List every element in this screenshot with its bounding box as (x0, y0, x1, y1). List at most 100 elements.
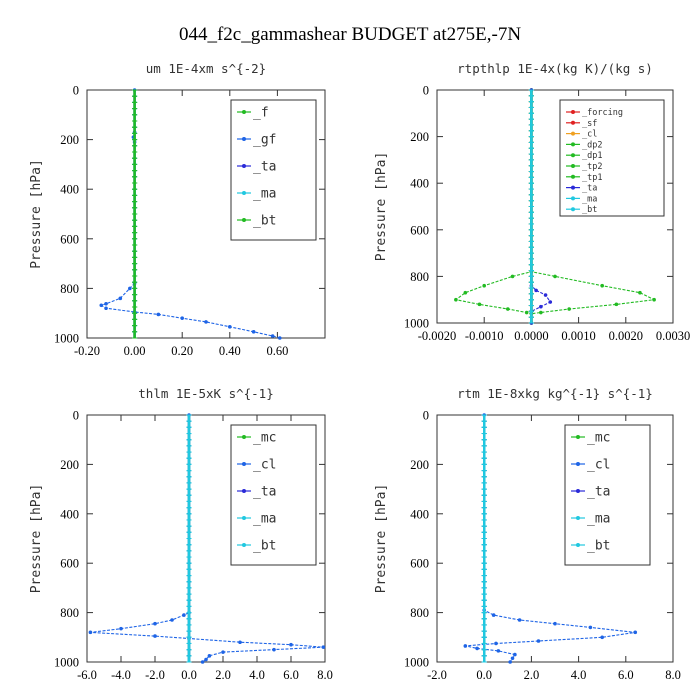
panel-title: um 1E-4xm s^{-2} (146, 61, 266, 76)
x-tick-label: 4.0 (571, 668, 587, 682)
data-point (272, 647, 276, 652)
legend-item-ma: _ma (566, 194, 597, 204)
data-point (534, 288, 538, 293)
data-point (321, 645, 326, 649)
data-point (567, 307, 571, 311)
data-point (204, 657, 208, 662)
data-point (510, 274, 515, 279)
data-point (506, 307, 510, 311)
x-tick-label: 6.0 (283, 668, 299, 682)
y-tick-label: 400 (60, 183, 79, 197)
legend-label: _forcing (582, 108, 623, 118)
legend-marker (242, 137, 246, 141)
series-bt (132, 89, 138, 339)
y-tick-label: 800 (410, 270, 429, 284)
y-tick-label: 400 (410, 507, 429, 521)
chart-panel-2: rtpthlp 1E-4x(kg K)/(kg s) Pressure [hPa]… (374, 61, 690, 343)
legend-label: _bt (253, 539, 276, 554)
data-point (600, 635, 604, 640)
data-point (600, 283, 604, 288)
data-point (153, 634, 157, 638)
data-point (539, 304, 543, 309)
legend-item-ma: _ma (237, 187, 276, 202)
data-point (539, 310, 543, 315)
data-point (228, 325, 232, 329)
x-tick-label: 0.0010 (561, 329, 595, 343)
legend-item-ta: _ta (571, 485, 610, 500)
y-axis-label: Pressure [hPa] (374, 152, 389, 262)
series-bt (528, 89, 534, 324)
plot-frame (86, 89, 326, 339)
y-tick-label: 1000 (404, 317, 429, 331)
y-tick-label: 1000 (404, 656, 429, 670)
y-tick-label: 1000 (54, 332, 79, 346)
legend-label: _cl (582, 130, 597, 140)
legend-label: _f (253, 106, 269, 121)
x-tick-label: 8.0 (665, 668, 681, 682)
data-point (510, 656, 515, 661)
legend-label: _ma (253, 187, 276, 202)
legend-label: _cl (253, 458, 276, 473)
x-tick-label: -2.0 (427, 668, 447, 682)
data-point (153, 621, 157, 626)
legend-item-bt: _bt (237, 539, 276, 554)
legend-item-bt: _bt (566, 205, 597, 215)
data-point (118, 296, 123, 301)
legend-label: _bt (587, 539, 610, 554)
legend-marker (571, 120, 575, 125)
data-point (588, 625, 593, 630)
legend-label: _ta (587, 485, 610, 500)
data-point (517, 618, 522, 622)
x-tick-label: -6.0 (77, 668, 97, 682)
x-tick-label: 0.0 (181, 668, 197, 682)
x-tick-label: -0.0010 (465, 329, 504, 343)
y-tick-label: 600 (60, 232, 79, 246)
x-tick-label: -0.20 (74, 344, 100, 358)
x-tick-label: 0.0 (476, 668, 492, 682)
data-point (652, 297, 656, 302)
y-tick-label: 0 (73, 84, 79, 98)
legend-marker (571, 142, 575, 147)
legend-box (230, 424, 317, 566)
data-point (104, 301, 108, 306)
data-point (180, 316, 184, 320)
data-point (496, 649, 501, 653)
y-tick-label: 200 (410, 458, 429, 472)
legend-box (559, 99, 665, 217)
legend-label: _tp1 (582, 173, 602, 183)
x-tick-label: -2.0 (145, 668, 165, 682)
legend-item-bt: _bt (237, 214, 276, 229)
data-point (633, 630, 638, 635)
legend-marker (571, 185, 575, 190)
legend-marker (571, 153, 575, 158)
series-line (454, 90, 532, 323)
data-point (614, 302, 619, 307)
legend-item-mc: _mc (571, 431, 610, 446)
data-point (238, 640, 242, 645)
y-axis-label: Pressure [hPa] (29, 159, 44, 269)
legend: _mc _cl _ta _ma _bt (230, 424, 317, 566)
series-tp1 (454, 88, 534, 325)
x-tick-label: 0.0030 (656, 329, 690, 343)
legend: _f _gf _ta _ma _bt (230, 99, 317, 241)
data-point (524, 310, 529, 315)
legend-marker (242, 164, 246, 168)
legend-box (230, 99, 317, 241)
legend-marker (576, 435, 580, 439)
legend-item-tp1: _tp1 (566, 173, 602, 183)
chart-panel-4: rtm 1E-8xkg kg^{-1} s^{-1} Pressure [hPa]… (374, 386, 681, 682)
data-point (477, 302, 482, 307)
legend-label: _ta (582, 184, 597, 194)
y-tick-label: 200 (60, 133, 79, 147)
plot-frame (86, 414, 326, 663)
legend-label: _bt (253, 214, 276, 229)
data-point (638, 290, 642, 295)
y-axis-label: Pressure [hPa] (374, 484, 389, 594)
legend-label: _bt (582, 205, 597, 215)
plot-frame (436, 414, 674, 663)
data-point (119, 626, 123, 631)
legend-label: _ma (587, 512, 610, 527)
y-tick-label: 600 (410, 557, 429, 571)
legend-marker (242, 516, 246, 520)
data-point (463, 644, 468, 648)
